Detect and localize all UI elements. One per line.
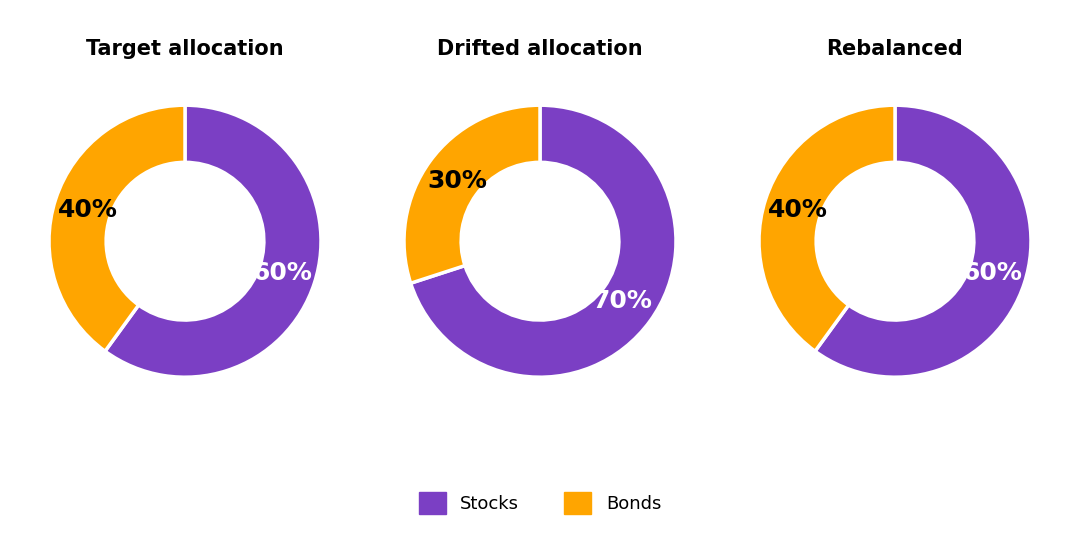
Text: 40%: 40%: [768, 198, 828, 222]
Text: 70%: 70%: [593, 289, 652, 313]
Text: 60%: 60%: [962, 260, 1022, 285]
Wedge shape: [410, 105, 676, 377]
Title: Rebalanced: Rebalanced: [826, 39, 963, 58]
Wedge shape: [105, 105, 321, 377]
Wedge shape: [759, 105, 895, 351]
Title: Target allocation: Target allocation: [86, 39, 284, 58]
Wedge shape: [815, 105, 1031, 377]
Wedge shape: [404, 105, 540, 283]
Text: 40%: 40%: [58, 198, 118, 222]
Legend: Stocks, Bonds: Stocks, Bonds: [411, 485, 669, 522]
Wedge shape: [49, 105, 185, 351]
Title: Drifted allocation: Drifted allocation: [437, 39, 643, 58]
Text: 30%: 30%: [428, 169, 487, 193]
Text: 60%: 60%: [252, 260, 312, 285]
